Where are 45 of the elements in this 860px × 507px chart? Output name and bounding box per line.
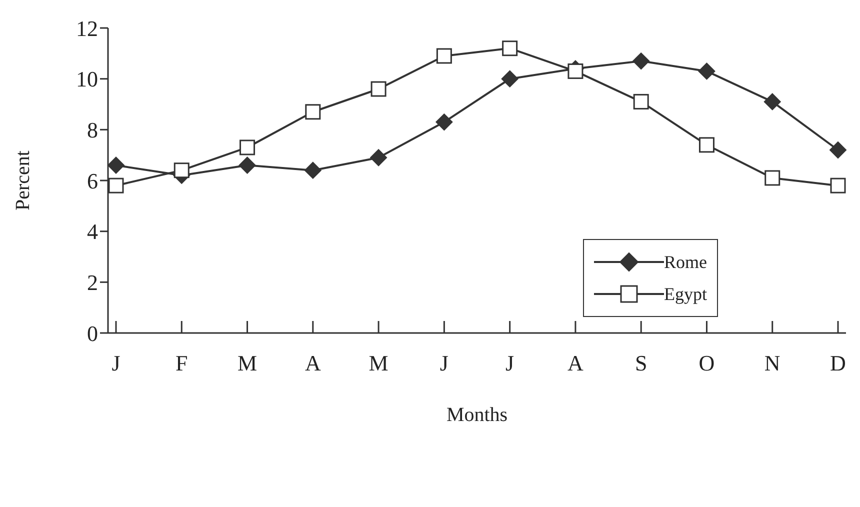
point xyxy=(370,81,386,97)
point xyxy=(568,63,584,79)
x-tick-label: J xyxy=(112,350,121,376)
point xyxy=(436,48,452,64)
point xyxy=(632,52,650,70)
x-tick-label: S xyxy=(634,350,648,376)
y-tick-label: 8 xyxy=(87,117,98,142)
point xyxy=(108,156,124,174)
point xyxy=(240,140,256,156)
x-tick-label: M xyxy=(368,350,388,376)
point xyxy=(501,70,518,88)
point xyxy=(830,178,846,194)
y-tick-label: 4 xyxy=(87,219,98,244)
y-tick-label: 2 xyxy=(87,270,98,295)
x-tick-label: A xyxy=(304,350,321,376)
legend-label: Rome xyxy=(664,252,707,272)
x-tick-label: F xyxy=(176,350,188,376)
point xyxy=(370,149,388,166)
point xyxy=(304,162,322,179)
y-tick-label: 0 xyxy=(87,320,98,346)
point xyxy=(764,170,780,186)
point xyxy=(305,104,321,120)
point xyxy=(174,162,190,178)
y-tick-label: 6 xyxy=(87,168,98,194)
point xyxy=(698,137,714,153)
point xyxy=(108,178,124,194)
x-tick-label: N xyxy=(764,350,780,376)
x-axis-title: Months xyxy=(446,404,508,426)
point xyxy=(764,93,781,110)
y-axis-title: Percent xyxy=(12,150,34,210)
point xyxy=(830,142,846,158)
point xyxy=(633,94,649,110)
y-tick-label: 12 xyxy=(76,16,98,41)
x-tick-label: O xyxy=(698,350,715,376)
legend-label: Egypt xyxy=(664,284,707,304)
x-tick-label: J xyxy=(440,350,449,376)
x-tick-label: A xyxy=(568,350,584,376)
y-tick-label: 10 xyxy=(76,66,98,92)
x-tick-label: M xyxy=(237,350,258,376)
x-tick-label: D xyxy=(830,350,846,376)
point xyxy=(238,156,256,174)
x-tick-label: J xyxy=(506,350,515,376)
point xyxy=(698,62,716,80)
point xyxy=(436,114,453,131)
point xyxy=(502,40,518,56)
